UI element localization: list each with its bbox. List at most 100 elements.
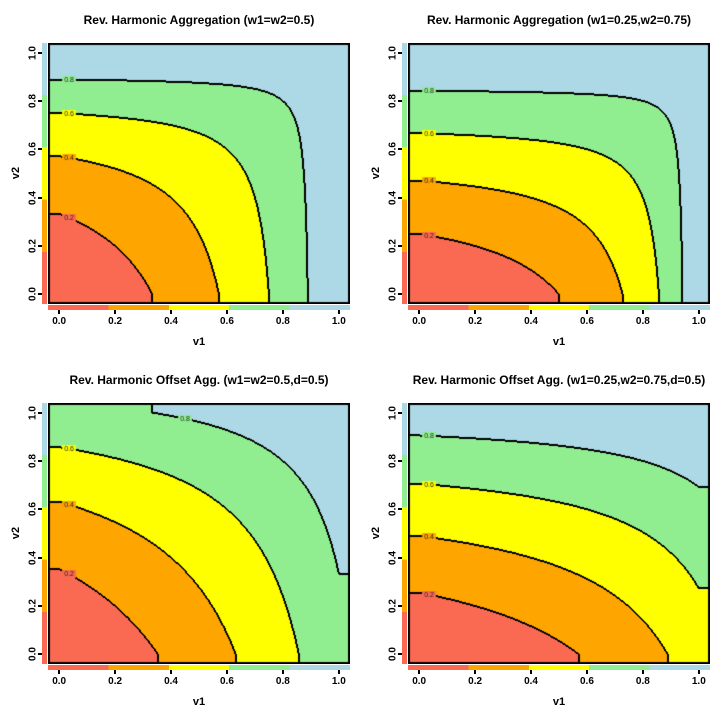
y-axis-tick bbox=[398, 293, 402, 296]
x-axis-tick bbox=[530, 670, 533, 674]
y-axis-tick-label: 0.8 bbox=[27, 454, 39, 468]
x-axis-tick bbox=[170, 670, 173, 674]
x-axis-tick-label: 1.0 bbox=[331, 676, 346, 687]
y-axis-label: v2 bbox=[10, 166, 22, 180]
y-axis-tick-label: 0.6 bbox=[27, 142, 39, 157]
x-axis-tick-label: 0.8 bbox=[275, 676, 290, 687]
x-axis-color-strip bbox=[408, 305, 710, 310]
y-axis-color-strip bbox=[42, 403, 47, 664]
x-axis-tick-label: 0.2 bbox=[468, 676, 483, 687]
x-axis-tick-label: 0.6 bbox=[580, 316, 594, 327]
x-axis-tick-label: 0.4 bbox=[164, 316, 178, 327]
x-axis-tick bbox=[337, 670, 340, 674]
y-axis-tick bbox=[38, 411, 42, 414]
x-axis-tick-label: 0.2 bbox=[108, 676, 123, 687]
panel-title: Rev. Harmonic Aggregation (w1=0.25,w2=0.… bbox=[426, 13, 692, 27]
x-axis-label: v1 bbox=[192, 696, 206, 708]
x-axis-tick bbox=[418, 310, 421, 314]
x-axis-tick bbox=[474, 670, 477, 674]
y-axis-tick-label: 1.0 bbox=[27, 405, 39, 420]
y-axis-tick bbox=[398, 51, 402, 54]
y-axis-tick-label: 0.0 bbox=[387, 647, 399, 662]
y-axis-tick-label: 0.2 bbox=[27, 599, 39, 613]
y-axis-tick-label: 0.0 bbox=[27, 287, 39, 302]
x-axis-tick bbox=[697, 310, 700, 314]
y-axis-tick bbox=[398, 605, 402, 607]
x-axis-tick bbox=[418, 670, 421, 674]
y-axis-tick-label: 0.4 bbox=[387, 550, 399, 565]
x-axis-tick-label: 0.4 bbox=[164, 676, 178, 687]
x-axis-label: v1 bbox=[192, 336, 206, 348]
y-axis-tick-label: 1.0 bbox=[387, 45, 399, 60]
y-axis-tick-label: 0.8 bbox=[27, 94, 39, 108]
y-axis-tick bbox=[398, 460, 402, 462]
x-axis-tick bbox=[114, 670, 117, 674]
y-axis-tick-label: 0.2 bbox=[27, 239, 39, 253]
y-axis-tick-label: 1.0 bbox=[27, 45, 39, 60]
contour-plot-canvas bbox=[48, 403, 350, 664]
panel-rev-harmonic-unequal-weights: Rev. Harmonic Aggregation (w1=0.25,w2=0.… bbox=[360, 0, 720, 360]
y-axis-color-strip bbox=[402, 43, 407, 304]
x-axis-tick-label: 1.0 bbox=[691, 676, 706, 687]
x-axis-tick bbox=[281, 310, 284, 314]
y-axis-label: v2 bbox=[370, 166, 382, 180]
x-axis-tick bbox=[474, 310, 477, 314]
y-axis-tick-label: 0.4 bbox=[27, 190, 39, 205]
x-axis-tick bbox=[114, 310, 117, 314]
panel-rev-harmonic-offset-equal-weights: Rev. Harmonic Offset Agg. (w1=w2=0.5,d=0… bbox=[0, 360, 360, 720]
x-axis-tick bbox=[225, 310, 228, 314]
y-axis-tick-label: 0.2 bbox=[387, 239, 399, 253]
x-axis-tick-label: 1.0 bbox=[331, 316, 346, 327]
y-axis-color-strip bbox=[42, 43, 47, 304]
y-axis-label: v2 bbox=[10, 526, 22, 540]
panel-title: Rev. Harmonic Offset Agg. (w1=w2=0.5,d=0… bbox=[69, 373, 329, 387]
y-axis-tick-label: 0.4 bbox=[387, 190, 399, 205]
x-axis-tick bbox=[585, 670, 588, 674]
y-axis-tick-label: 0.0 bbox=[387, 287, 399, 302]
x-axis-tick bbox=[58, 310, 61, 314]
y-axis-tick bbox=[38, 556, 42, 559]
x-axis-tick-label: 0.0 bbox=[412, 316, 427, 327]
x-axis-tick-label: 1.0 bbox=[691, 316, 706, 327]
y-axis-tick bbox=[398, 508, 402, 511]
x-axis-tick bbox=[530, 310, 533, 314]
y-axis-tick bbox=[38, 100, 42, 102]
x-axis-tick bbox=[225, 670, 228, 674]
y-axis-tick bbox=[38, 605, 42, 607]
y-axis-tick-label: 0.6 bbox=[27, 502, 39, 517]
contour-plot-canvas bbox=[408, 43, 710, 304]
y-axis-tick bbox=[38, 460, 42, 462]
x-axis-tick-label: 0.2 bbox=[108, 316, 123, 327]
y-axis-tick-label: 0.4 bbox=[27, 550, 39, 565]
x-axis-tick-label: 0.4 bbox=[524, 676, 538, 687]
y-axis-tick-label: 0.8 bbox=[387, 454, 399, 468]
x-axis-label: v1 bbox=[552, 336, 566, 348]
y-axis-tick bbox=[398, 245, 402, 247]
y-axis-tick bbox=[398, 653, 402, 656]
x-axis-tick-label: 0.8 bbox=[275, 316, 290, 327]
y-axis-tick bbox=[398, 411, 402, 414]
y-axis-tick bbox=[38, 293, 42, 296]
x-axis-tick bbox=[281, 670, 284, 674]
panel-rev-harmonic-offset-unequal-weights: Rev. Harmonic Offset Agg. (w1=0.25,w2=0.… bbox=[360, 360, 720, 720]
x-axis-tick-label: 0.2 bbox=[468, 316, 483, 327]
y-axis-tick-label: 0.2 bbox=[387, 599, 399, 613]
x-axis-tick-label: 0.8 bbox=[635, 676, 650, 687]
x-axis-tick bbox=[697, 670, 700, 674]
x-axis-tick bbox=[585, 310, 588, 314]
x-axis-tick-label: 0.6 bbox=[220, 676, 234, 687]
panel-title: Rev. Harmonic Offset Agg. (w1=0.25,w2=0.… bbox=[412, 373, 706, 387]
y-axis-tick bbox=[398, 100, 402, 102]
x-axis-tick bbox=[337, 310, 340, 314]
contour-plot-canvas bbox=[408, 403, 710, 664]
y-axis-tick bbox=[38, 196, 42, 199]
x-axis-tick bbox=[641, 670, 644, 674]
x-axis-tick-label: 0.6 bbox=[580, 676, 594, 687]
y-axis-color-strip bbox=[402, 403, 407, 664]
x-axis-tick bbox=[641, 310, 644, 314]
y-axis-tick bbox=[38, 653, 42, 656]
x-axis-tick-label: 0.6 bbox=[220, 316, 234, 327]
x-axis-label: v1 bbox=[552, 696, 566, 708]
x-axis-tick-label: 0.8 bbox=[635, 316, 650, 327]
panel-rev-harmonic-equal-weights: Rev. Harmonic Aggregation (w1=w2=0.5) v1… bbox=[0, 0, 360, 360]
